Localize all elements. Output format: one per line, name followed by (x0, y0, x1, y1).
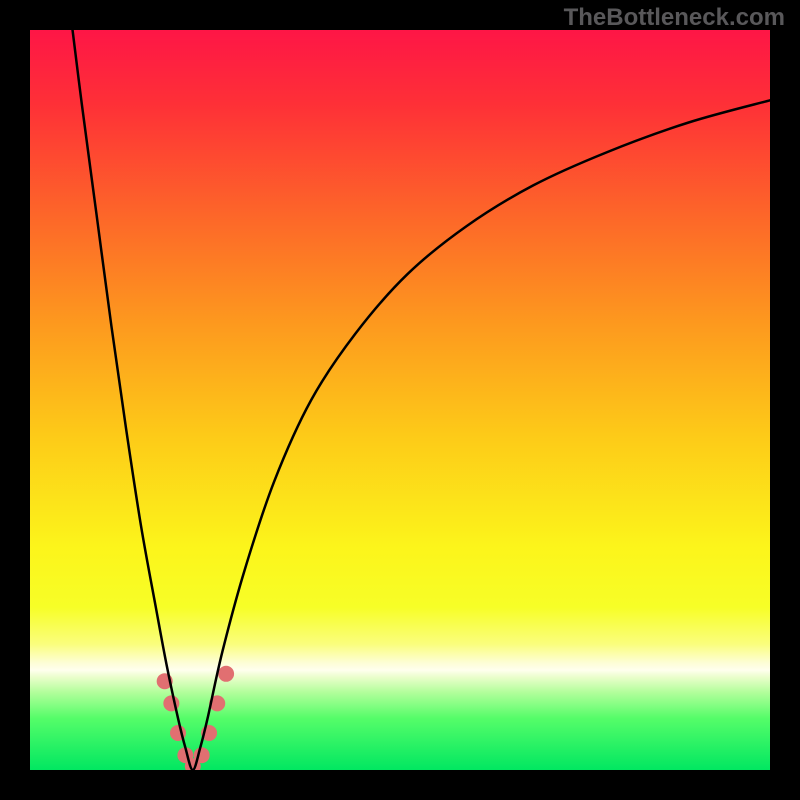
bottleneck-chart (0, 0, 800, 800)
gradient-background (30, 30, 770, 770)
figure-root: TheBottleneck.com (0, 0, 800, 800)
dip-marker (218, 666, 234, 682)
